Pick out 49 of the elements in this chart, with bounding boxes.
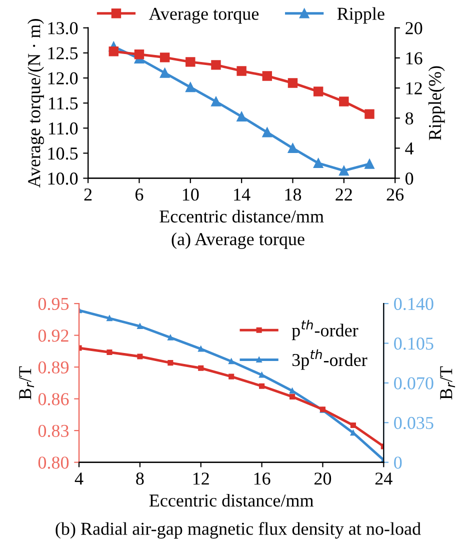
y-tick-label: 0.92 [38,330,68,342]
y-tick-label: 0.86 [38,393,69,406]
y-tick-label: 0.95 [38,298,69,310]
y2-tick-label: 0 [405,172,414,185]
y-tick-label: 0.80 [38,456,69,469]
x-tick-label: 18 [285,188,302,201]
y-axis-title: Average torque/(N · m) [28,19,44,188]
legend-label: p$^{th}$-order [292,320,358,340]
x-tick-label: 12 [193,472,209,485]
y-tick-label: 0.83 [38,424,69,438]
y-tick-label: 10.0 [48,172,78,185]
y-tick-label: 12.0 [48,72,78,84]
legend-label: 3p$^{th}$-order [292,349,368,370]
x-tick-label: 2 [84,188,92,200]
y2-tick-label: 20 [406,22,422,34]
x-tick-label: 22 [336,188,352,200]
y2-tick-label: 0.105 [394,338,434,350]
text: (a) Average torque [172,232,304,249]
y2-tick-label: 4 [405,142,414,154]
legend-label: Average torque [148,8,259,24]
x-tick-label: 26 [386,188,404,201]
y2-tick-label: 0.070 [394,377,434,390]
y-tick-label: 13.0 [48,22,78,34]
x-tick-label: 16 [254,472,270,485]
y2-tick-label: 0.140 [394,298,434,310]
y-tick-label: 10.5 [48,147,78,160]
y2-tick-label: 0.035 [394,416,434,430]
x-axis-title: Eccentric distance/mm [149,494,314,507]
y2-tick-label: 0 [394,456,402,469]
x-tick-label: 4 [74,472,84,485]
y-tick-label: 12.5 [48,47,78,60]
x-axis-title: Eccentric distance/mm [160,210,324,223]
y-tick-label: 11.0 [49,122,78,135]
text: (b) Radial air-gap magnetic flux density at no-load [56,522,421,539]
y2-tick-label: 8 [405,112,414,125]
y2-tick-label: 16 [406,52,422,64]
x-tick-label: 6 [135,188,144,201]
y-axis-title: B$_{r}$/T [19,366,34,400]
y2-axis-title: B$_{r}$/T [440,366,456,400]
x-tick-label: 14 [234,188,250,200]
x-tick-label: 10 [182,188,199,201]
y-tick-label: 11.5 [49,97,78,110]
y-tick-label: 0.89 [38,361,69,374]
x-tick-label: 20 [314,472,332,485]
y2-tick-label: 12 [406,82,422,94]
legend-label: Ripple [337,7,384,24]
x-tick-label: 8 [136,472,144,485]
x-tick-label: 24 [375,472,392,485]
y2-axis-title: Ripple(%) [428,66,445,140]
